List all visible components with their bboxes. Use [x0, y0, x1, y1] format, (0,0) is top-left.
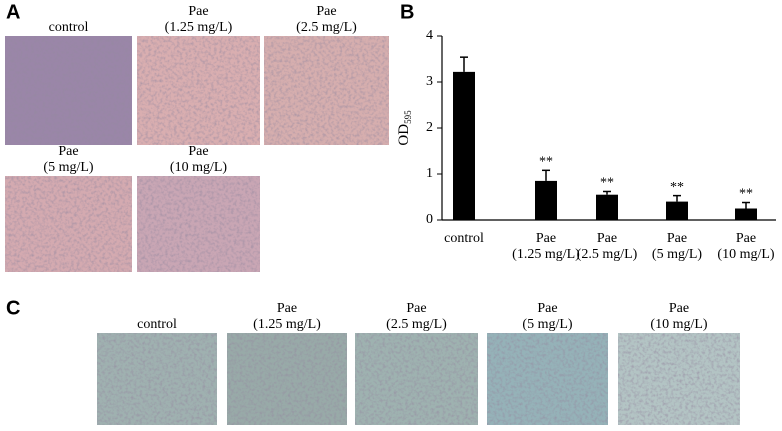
- panel-label: C: [6, 297, 20, 319]
- image-caption: control: [49, 20, 89, 35]
- image-caption: Pae: [277, 301, 297, 316]
- bar: [666, 201, 688, 220]
- image-caption: (2.5 mg/L): [386, 317, 447, 332]
- micrograph-texture: [618, 333, 740, 425]
- micrograph-texture: [137, 176, 260, 272]
- x-tick-label: control: [444, 231, 484, 246]
- y-tick-label: 4: [426, 28, 433, 43]
- image-caption: Pae: [669, 301, 689, 316]
- micrograph-texture: [355, 333, 478, 425]
- image-caption: Pae: [316, 4, 336, 19]
- micrograph-texture: [227, 333, 347, 425]
- x-tick-label: (10 mg/L): [717, 247, 774, 262]
- significance-label: **: [739, 187, 753, 202]
- micrograph-texture: [137, 36, 260, 145]
- panel-label: A: [6, 1, 20, 23]
- image-caption: Pae: [58, 144, 78, 159]
- image-caption: (5 mg/L): [43, 160, 93, 175]
- image-caption: (5 mg/L): [522, 317, 572, 332]
- bar: [535, 180, 557, 220]
- x-tick-label: Pae: [536, 231, 556, 246]
- y-tick-label: 2: [426, 120, 433, 135]
- significance-label: **: [600, 176, 614, 191]
- bar: [735, 208, 757, 220]
- x-tick-label: (5 mg/L): [652, 247, 702, 262]
- micrograph-texture: [97, 333, 217, 425]
- y-tick-label: 0: [426, 212, 433, 227]
- y-tick-label: 3: [426, 74, 433, 89]
- micrograph-texture: [487, 333, 608, 425]
- y-tick-label: 1: [426, 166, 433, 181]
- bar: [596, 194, 618, 220]
- image-caption: Pae: [406, 301, 426, 316]
- error-bar: [742, 201, 750, 209]
- y-axis-label-sub: 595: [403, 110, 413, 124]
- micrograph-texture: [5, 176, 132, 272]
- x-tick-label: Pae: [597, 231, 617, 246]
- micrograph-texture: [5, 36, 132, 145]
- image-caption: (10 mg/L): [650, 317, 707, 332]
- image-caption: (10 mg/L): [170, 160, 227, 175]
- x-tick-label: Pae: [736, 231, 756, 246]
- bar: [453, 71, 475, 220]
- x-tick-label: (1.25 mg/L): [512, 247, 580, 262]
- micrograph-texture: [264, 36, 389, 145]
- significance-label: **: [670, 180, 684, 195]
- error-bar: [460, 56, 468, 72]
- image-caption: (1.25 mg/L): [253, 317, 321, 332]
- significance-label: **: [539, 155, 553, 170]
- x-tick-label: Pae: [667, 231, 687, 246]
- y-axis-label: OD595: [396, 110, 413, 146]
- image-caption: control: [137, 317, 177, 332]
- y-axis-label-main: OD: [396, 124, 412, 146]
- error-bar: [673, 194, 681, 202]
- panel-label: B: [400, 1, 414, 23]
- error-bar: [603, 190, 611, 195]
- error-bar: [542, 169, 550, 181]
- x-tick-label: (2.5 mg/L): [577, 247, 638, 262]
- image-caption: (1.25 mg/L): [165, 20, 233, 35]
- image-caption: Pae: [188, 144, 208, 159]
- image-caption: Pae: [537, 301, 557, 316]
- image-caption: (2.5 mg/L): [296, 20, 357, 35]
- image-caption: Pae: [188, 4, 208, 19]
